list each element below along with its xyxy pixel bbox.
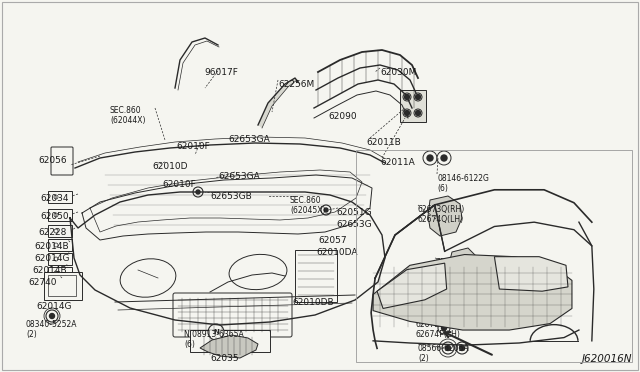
Bar <box>48 191 72 203</box>
Polygon shape <box>428 196 462 236</box>
Ellipse shape <box>120 259 176 297</box>
Circle shape <box>438 289 450 301</box>
Text: N 08913-6365A
(6): N 08913-6365A (6) <box>184 330 244 349</box>
Circle shape <box>49 314 54 318</box>
Text: 62014G: 62014G <box>34 254 70 263</box>
Text: 62010DB: 62010DB <box>292 298 333 307</box>
Text: 62653GA: 62653GA <box>218 172 260 181</box>
Text: 08566-6162A
(2): 08566-6162A (2) <box>472 306 524 326</box>
Text: 08146-6122G
(6): 08146-6122G (6) <box>437 174 489 193</box>
Polygon shape <box>200 335 258 358</box>
Text: 62653GB: 62653GB <box>210 192 252 201</box>
Circle shape <box>441 155 447 161</box>
Bar <box>48 267 72 279</box>
Text: 62256M: 62256M <box>278 80 314 89</box>
Text: J620016N: J620016N <box>582 354 632 364</box>
Bar <box>48 253 72 265</box>
Text: 62011A: 62011A <box>380 158 415 167</box>
Text: 62090: 62090 <box>328 112 356 121</box>
Bar <box>48 239 72 251</box>
Text: 62051G: 62051G <box>336 208 372 217</box>
Text: 62010F: 62010F <box>176 142 210 151</box>
Bar <box>400 90 426 122</box>
Circle shape <box>196 190 200 194</box>
Text: 62653GA: 62653GA <box>228 135 269 144</box>
Text: 62010DA: 62010DA <box>316 248 358 257</box>
Text: 62014G: 62014G <box>36 302 72 311</box>
Text: 62653G: 62653G <box>336 220 372 229</box>
Bar <box>295 250 337 302</box>
Circle shape <box>404 94 410 99</box>
Circle shape <box>445 346 451 350</box>
Polygon shape <box>285 78 297 87</box>
Circle shape <box>477 305 483 311</box>
Text: 62034: 62034 <box>40 194 68 203</box>
Polygon shape <box>377 263 447 308</box>
Circle shape <box>460 346 465 350</box>
Text: 62740: 62740 <box>28 278 56 287</box>
Text: 08340-5252A
(2): 08340-5252A (2) <box>26 320 77 339</box>
Circle shape <box>208 324 224 340</box>
Text: 96017F: 96017F <box>204 68 238 77</box>
Circle shape <box>415 94 420 99</box>
Circle shape <box>442 326 447 330</box>
Circle shape <box>321 205 331 215</box>
Text: 62014B: 62014B <box>32 266 67 275</box>
Bar <box>190 330 270 352</box>
Text: 62673P(RH)
62674P(LH): 62673P(RH) 62674P(LH) <box>416 320 462 339</box>
Text: 62035: 62035 <box>210 354 239 363</box>
Text: 08566-6205A
(2): 08566-6205A (2) <box>418 344 470 363</box>
Text: SEC.630: SEC.630 <box>435 258 470 267</box>
Circle shape <box>423 151 437 165</box>
Text: 62673Q(RH)
62674Q(LH): 62673Q(RH) 62674Q(LH) <box>418 205 465 224</box>
Text: 62010D: 62010D <box>152 162 188 171</box>
Circle shape <box>442 292 447 298</box>
Polygon shape <box>495 257 568 291</box>
FancyBboxPatch shape <box>51 147 73 175</box>
Text: SEC.860
(62044X): SEC.860 (62044X) <box>110 106 145 125</box>
Circle shape <box>456 342 468 354</box>
Text: N: N <box>213 329 219 335</box>
Circle shape <box>193 187 203 197</box>
Text: 62030M: 62030M <box>380 68 417 77</box>
Text: 62011B: 62011B <box>366 138 401 147</box>
FancyBboxPatch shape <box>173 293 292 337</box>
Text: 62018P: 62018P <box>432 296 466 305</box>
Text: 62057: 62057 <box>318 236 347 245</box>
Polygon shape <box>268 84 288 106</box>
Circle shape <box>472 300 488 316</box>
Text: SEC.860
(62045X): SEC.860 (62045X) <box>290 196 326 215</box>
Bar <box>48 275 76 296</box>
Circle shape <box>437 151 451 165</box>
Polygon shape <box>258 103 272 128</box>
Text: 62056: 62056 <box>38 156 67 165</box>
Text: 62050: 62050 <box>40 212 68 221</box>
Polygon shape <box>295 78 300 84</box>
Circle shape <box>427 155 433 161</box>
Bar <box>48 209 72 221</box>
Circle shape <box>324 208 328 212</box>
Circle shape <box>46 310 58 322</box>
Text: 62014B: 62014B <box>34 242 68 251</box>
Text: S: S <box>478 305 482 311</box>
Bar <box>48 225 72 237</box>
Ellipse shape <box>229 254 287 290</box>
Text: 62010F: 62010F <box>162 180 196 189</box>
Circle shape <box>438 322 450 334</box>
Circle shape <box>404 110 410 115</box>
Polygon shape <box>373 254 572 330</box>
Circle shape <box>442 342 454 354</box>
Circle shape <box>415 110 420 115</box>
Bar <box>44 272 82 300</box>
Polygon shape <box>448 248 480 290</box>
Text: 62228: 62228 <box>38 228 67 237</box>
